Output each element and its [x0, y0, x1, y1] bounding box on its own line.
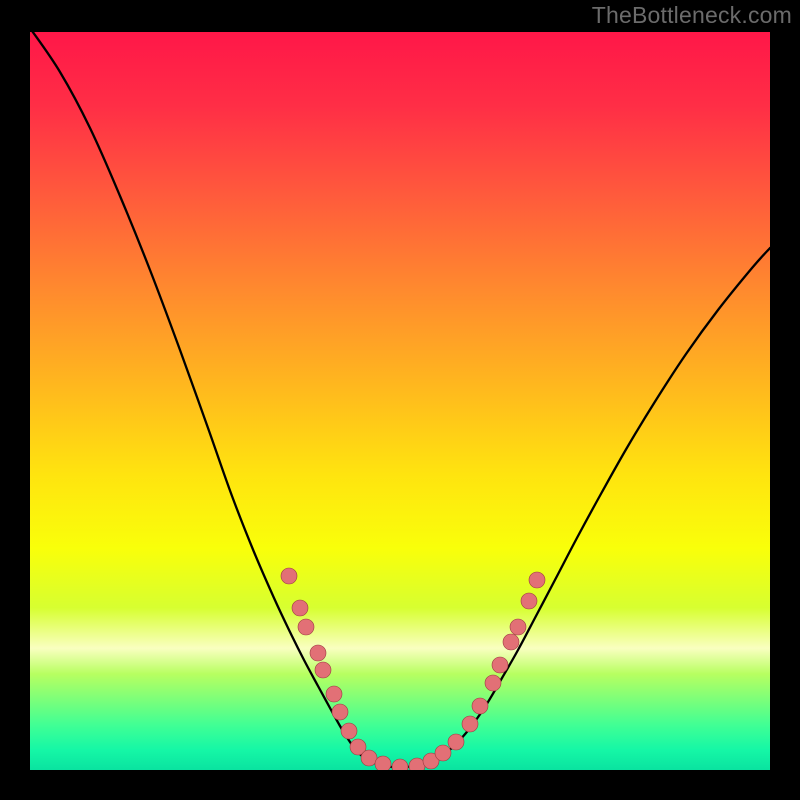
- data-point: [332, 704, 348, 720]
- data-point: [503, 634, 519, 650]
- data-point: [462, 716, 478, 732]
- data-point: [326, 686, 342, 702]
- data-point: [435, 745, 451, 761]
- plot-area: [30, 32, 770, 770]
- data-point: [485, 675, 501, 691]
- data-point: [521, 593, 537, 609]
- data-point: [375, 756, 391, 770]
- data-point: [292, 600, 308, 616]
- data-point: [310, 645, 326, 661]
- bottleneck-chart: [30, 32, 770, 770]
- data-point: [510, 619, 526, 635]
- data-point: [448, 734, 464, 750]
- watermark-text: TheBottleneck.com: [592, 2, 792, 29]
- chart-frame: TheBottleneck.com: [0, 0, 800, 800]
- data-point: [492, 657, 508, 673]
- data-point: [529, 572, 545, 588]
- data-point: [298, 619, 314, 635]
- gradient-background: [30, 32, 770, 770]
- data-point: [315, 662, 331, 678]
- data-point: [341, 723, 357, 739]
- data-point: [281, 568, 297, 584]
- data-point: [472, 698, 488, 714]
- data-point: [361, 750, 377, 766]
